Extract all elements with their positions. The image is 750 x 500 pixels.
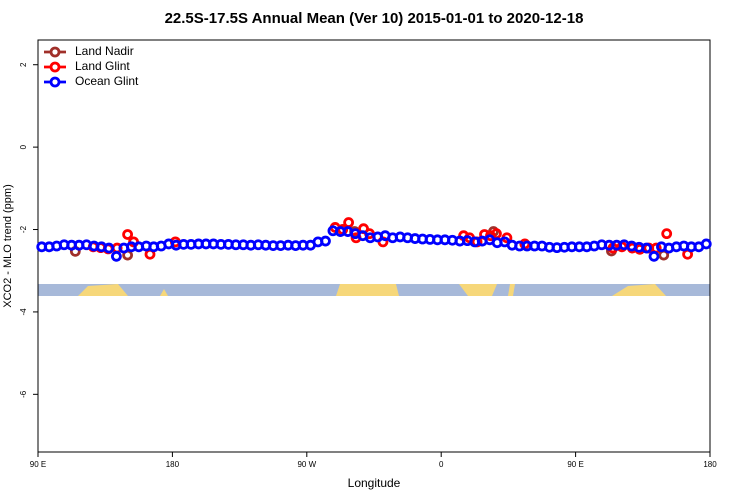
x-tick-label: 0 [439,460,444,469]
y-tick-label: 0 [19,144,28,149]
point [700,238,712,250]
land-band [160,289,168,296]
point [648,250,660,262]
land-band [78,284,128,296]
legend-marker [49,46,61,58]
legend-label: Land Glint [75,59,130,73]
point [111,250,122,262]
y-tick-label: -4 [19,308,28,316]
x-tick-label: 90 W [297,460,316,469]
y-axis-label: XCO2 - MLO trend (ppm) [2,184,14,307]
chart-title: 22.5S-17.5S Annual Mean (Ver 10) 2015-01… [165,10,584,27]
x-tick-label: 180 [166,460,180,469]
x-tick-label: 180 [703,460,717,469]
point [661,228,673,240]
land-band [508,284,515,296]
legend-label: Ocean Glint [75,74,139,88]
legend-label: Land Nadir [75,44,134,58]
legend-marker [49,61,61,73]
land-band [612,284,666,296]
x-tick-label: 90 E [30,460,46,469]
point [641,242,652,254]
map-strip [38,284,710,296]
x-tick-label: 90 E [567,460,583,469]
land-band [459,284,497,296]
y-tick-label: -6 [19,390,28,398]
legend-marker [49,76,61,88]
series [36,225,712,262]
land-band [336,284,399,296]
x-axis-label: Longitude [348,476,401,490]
point [103,242,115,254]
point [320,235,331,247]
y-tick-label: -2 [19,225,28,233]
point [122,229,133,240]
y-tick-label: 2 [19,62,28,67]
